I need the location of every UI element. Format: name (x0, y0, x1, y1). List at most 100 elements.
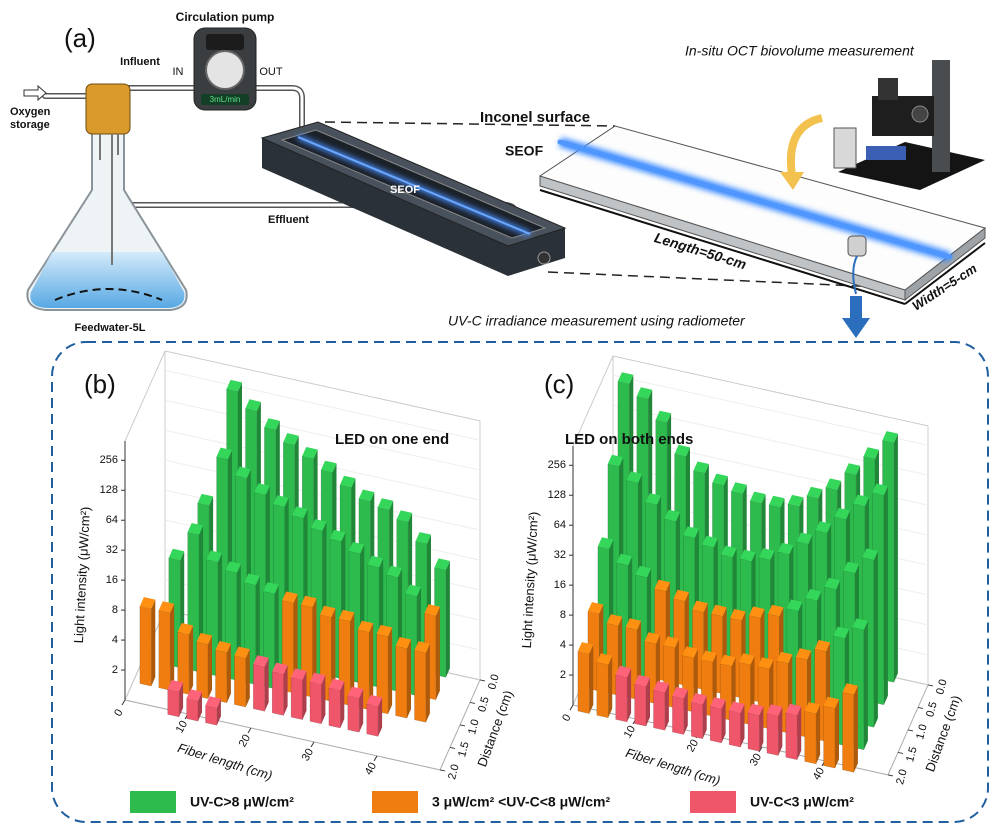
bar-front (710, 706, 721, 743)
bar-front (729, 711, 740, 748)
bar-front (140, 606, 151, 686)
label: Inconel surface (480, 109, 590, 126)
bar-front (234, 656, 245, 707)
bar-front (168, 689, 179, 717)
z-tick-label: 1.5 (456, 740, 472, 758)
x-axis-label: Fiber length (cm) (176, 740, 274, 783)
panel-label: (b) (84, 369, 116, 399)
bar (635, 675, 650, 726)
bar-front (291, 678, 302, 720)
annotation: LED on one end (335, 431, 449, 448)
bar-side (151, 600, 155, 687)
bar-front (206, 705, 217, 725)
bar-side (208, 636, 212, 699)
bar-front (310, 682, 321, 724)
bar-side (797, 706, 801, 760)
z-tick (480, 680, 485, 681)
bar-side (816, 705, 820, 764)
bar-front (216, 650, 227, 703)
x-tick (374, 756, 377, 761)
x-tick (248, 728, 251, 733)
bar-front (616, 675, 627, 722)
y-tick-label: 256 (100, 454, 118, 466)
bar-front (253, 664, 264, 711)
label: storage (10, 119, 50, 131)
bar-side (835, 699, 839, 768)
bar (140, 597, 155, 686)
bar-side (627, 668, 631, 722)
bar-front (187, 698, 198, 721)
bar-side (170, 604, 174, 691)
bar-side (227, 644, 231, 703)
bar (710, 697, 725, 743)
bar-front (597, 662, 608, 718)
bar-side (426, 644, 430, 723)
bar (396, 637, 411, 718)
y-tick-label: 64 (554, 519, 566, 531)
bar (672, 687, 687, 735)
oct-sample (866, 146, 906, 160)
z-tick (888, 775, 893, 776)
bar-side (894, 434, 898, 683)
z-tick (898, 752, 903, 753)
bar (310, 673, 325, 724)
label: 3mL/min (210, 95, 241, 104)
label: In-situ OCT biovolume measurement (685, 43, 915, 59)
y-tick-label: 32 (106, 544, 118, 556)
bar-front (672, 696, 683, 735)
z-tick-label: 1.5 (904, 745, 920, 763)
bar-side (407, 640, 411, 719)
bar (216, 641, 231, 703)
pump-dial (206, 51, 244, 89)
bar-front (396, 646, 407, 718)
bar (729, 702, 744, 748)
bar-side (265, 658, 269, 712)
y-tick-label: 128 (100, 484, 118, 496)
panel-label: (c) (544, 369, 574, 399)
bar (197, 633, 212, 699)
label: Effluent (268, 214, 309, 226)
bar (234, 647, 249, 707)
oct-module (834, 128, 856, 168)
chart: 248163264128256Light intensity (μW/cm²)0… (71, 351, 516, 783)
z-tick-label: 2.0 (894, 768, 910, 786)
z-tick (450, 747, 455, 748)
bar (786, 704, 801, 760)
bar-side (874, 551, 878, 727)
bar-front (786, 713, 797, 760)
oct-post (932, 60, 950, 172)
y-axis-label: Light intensity (μW/cm²) (519, 511, 541, 648)
label: IN (173, 66, 184, 78)
bar-front (367, 704, 378, 737)
bar (805, 702, 820, 764)
bar (272, 663, 287, 716)
z-tick-label: 0.5 (476, 695, 492, 713)
bar-front (197, 642, 208, 699)
bar-side (436, 607, 440, 700)
z-tick (908, 730, 913, 731)
z-tick (470, 702, 475, 703)
bar-front (578, 651, 589, 714)
label: UV-C irradiance measurement using radiom… (448, 313, 746, 329)
label: OUT (259, 66, 283, 78)
z-tick-label: 0.5 (924, 700, 940, 718)
bar (654, 681, 669, 730)
x-tick (122, 700, 125, 705)
x-tick-label: 20 (685, 738, 702, 755)
label: Circulation pump (176, 10, 275, 24)
bar-front (767, 713, 778, 755)
label: SEOF (390, 184, 420, 196)
bar (168, 680, 183, 717)
grid-line (165, 370, 480, 440)
bar-side (854, 686, 858, 773)
bar-front (272, 672, 283, 716)
bar (329, 679, 344, 728)
bar (159, 601, 174, 690)
chart: 248163264128256Light intensity (μW/cm²)0… (519, 356, 964, 788)
bar-front (748, 713, 759, 752)
oct-knob (912, 106, 928, 122)
z-tick (440, 770, 445, 771)
bar-side (608, 656, 612, 718)
down-arrow (850, 296, 862, 320)
oct-head (878, 78, 898, 100)
